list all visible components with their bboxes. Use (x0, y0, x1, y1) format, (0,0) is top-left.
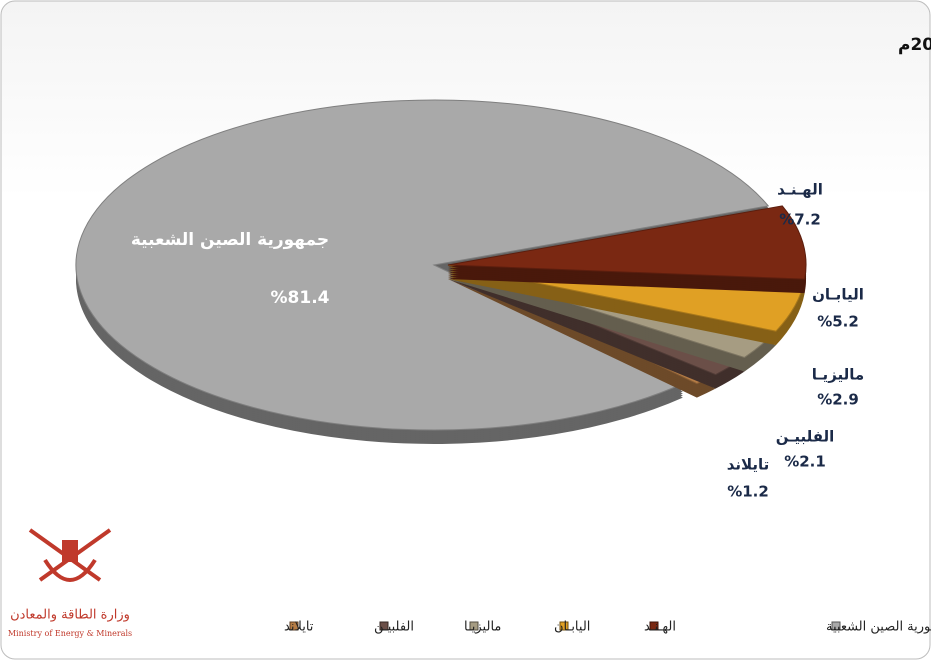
data-label-name: الفلبيـن (776, 428, 835, 446)
legend-swatch (831, 621, 841, 631)
legend-label: الفلبيـن (374, 620, 414, 635)
legend-swatch (469, 621, 479, 631)
data-label-name: جمهورية الصين الشعبية (131, 230, 329, 250)
legend-swatch (559, 621, 569, 631)
data-label-value: %1.2 (727, 483, 769, 501)
logo: وزارة الطاقة والمعادن Ministry of Energy… (8, 528, 132, 638)
slice (447, 205, 807, 280)
legend-swatch (379, 621, 389, 631)
data-label-value: %5.2 (817, 313, 859, 331)
data-label-value: %7.2 (779, 211, 821, 229)
legend-label: تايلاند (284, 620, 314, 635)
legend-swatch (289, 621, 299, 631)
legend-swatch (649, 621, 659, 631)
logo-english: Ministry of Energy & Minerals (8, 629, 132, 638)
chart-title: الدول المستوردة للنفط الخام العماني خلال… (898, 35, 931, 55)
data-label-name: اليابـان (812, 286, 864, 304)
data-label-value: %2.1 (784, 453, 826, 471)
data-label-value: %2.9 (817, 391, 859, 409)
data-label-name: تايلاند (727, 456, 770, 474)
data-label-name: ماليزيـا (812, 366, 864, 384)
pie (75, 99, 807, 445)
legend-label: جمهورية الصين الشعبية (826, 620, 931, 635)
data-label-value: %81.4 (271, 288, 330, 308)
legend-label: ماليزيـا (464, 620, 501, 635)
data-label-name: الهـنـد (777, 181, 823, 199)
logo-arabic: وزارة الطاقة والمعادن (10, 608, 130, 623)
legend-label: اليابـان (554, 620, 590, 635)
legend-label: الهـنـد (644, 620, 676, 635)
